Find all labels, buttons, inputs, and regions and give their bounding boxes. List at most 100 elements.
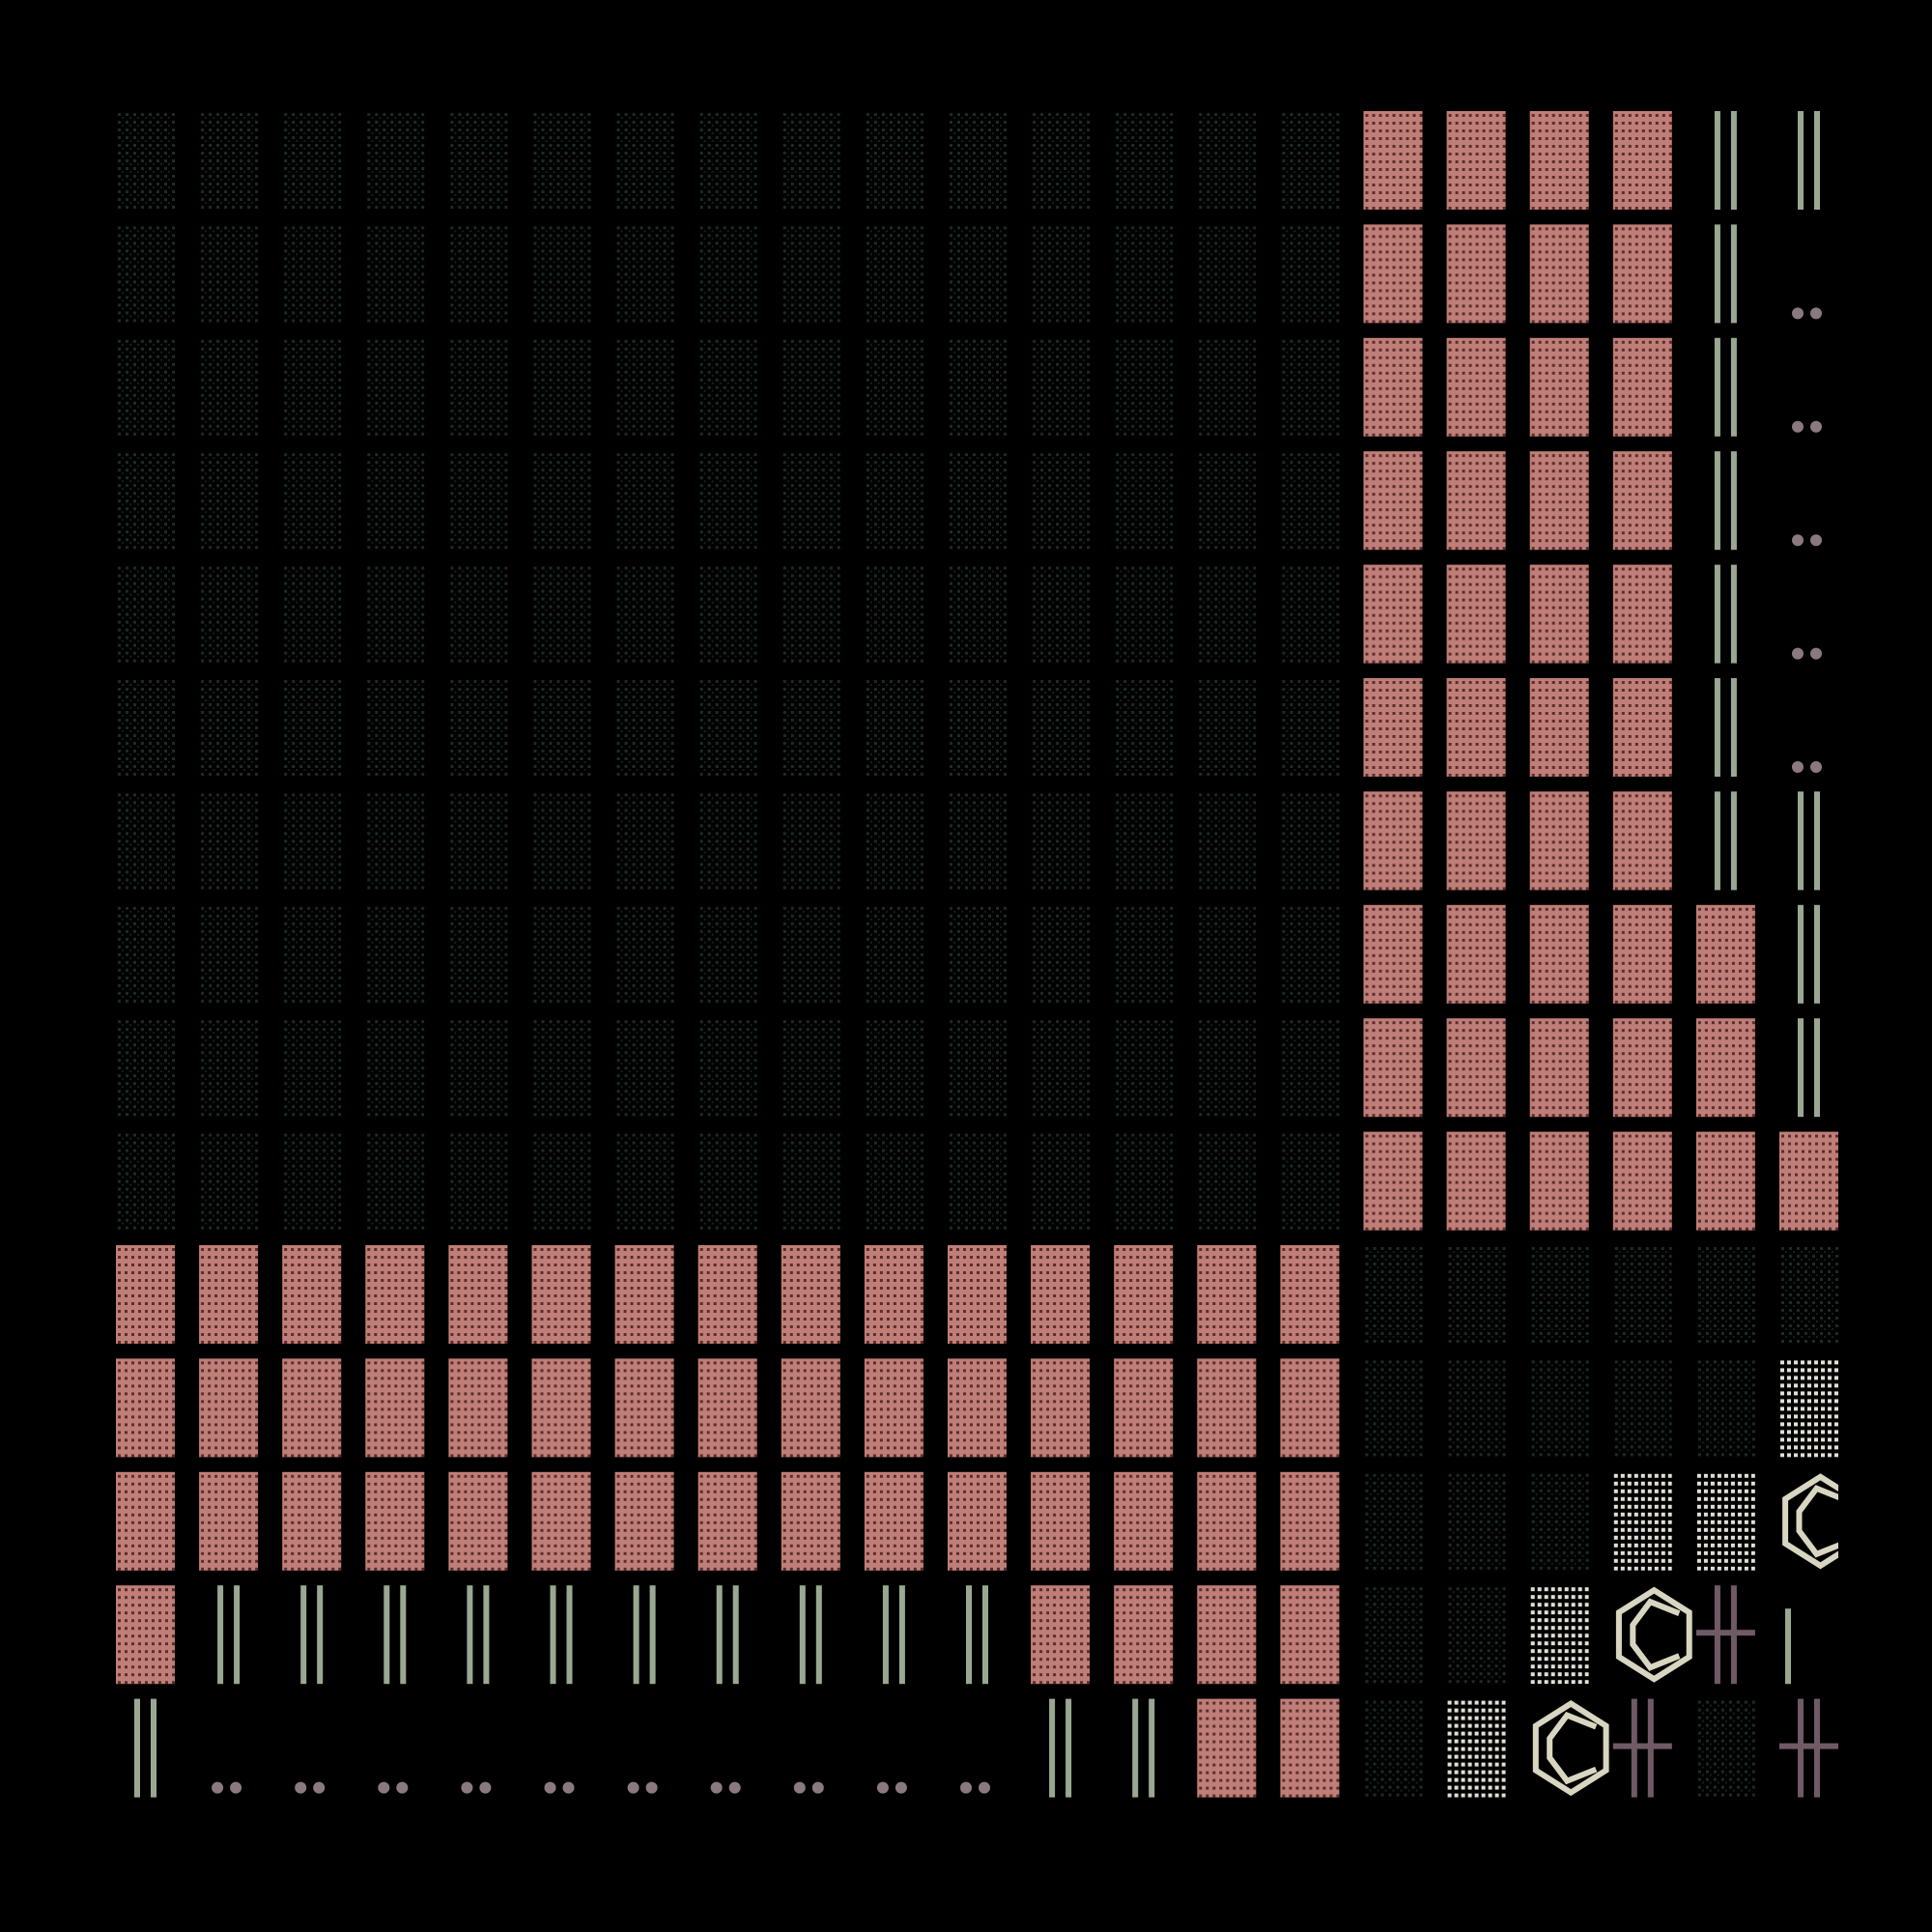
wall: [948, 1245, 1007, 1344]
wall: [1612, 678, 1672, 777]
dark-floor: [282, 791, 342, 891]
tile-fill: [1114, 1585, 1174, 1685]
dark-floor: [282, 904, 342, 1004]
tile-fill: [1197, 224, 1257, 324]
tile-fill: [1446, 1698, 1506, 1798]
post: [1785, 1608, 1791, 1685]
dark-floor: [448, 1018, 508, 1118]
dark-floor: [864, 1131, 923, 1231]
dark-floor: [1197, 451, 1257, 551]
tile-fill: [531, 1131, 591, 1231]
dark-floor: [365, 904, 425, 1004]
wall: [116, 1585, 175, 1685]
wall: [1529, 451, 1589, 551]
dark-floor: [531, 564, 591, 664]
door: [716, 1585, 739, 1685]
dark-floor: [1695, 1245, 1755, 1344]
tile-fill: [448, 224, 508, 324]
wall: [1197, 1585, 1257, 1685]
dark-floor: [781, 904, 840, 1004]
wall: [864, 1245, 923, 1344]
tile-fill: [1114, 1471, 1174, 1571]
dark-floor: [1197, 678, 1257, 777]
tile-fill: [365, 904, 425, 1004]
tile-fill: [365, 1131, 425, 1231]
wall: [614, 1471, 674, 1571]
tile-fill: [531, 1471, 591, 1571]
dark-floor: [697, 904, 757, 1004]
dot: [728, 1781, 741, 1794]
tile-fill: [1612, 678, 1672, 777]
tile-fill: [1363, 678, 1423, 777]
tile-fill: [781, 1471, 840, 1571]
line: [1730, 224, 1737, 324]
floor-dots: [1792, 534, 1822, 547]
floor-dots: [960, 1781, 990, 1794]
dark-floor: [1031, 791, 1091, 891]
dark-floor: [697, 337, 757, 437]
tile-fill: [199, 1131, 259, 1231]
dark-floor: [448, 904, 508, 1004]
tile-fill: [1280, 1131, 1340, 1231]
tile-fill: [365, 1358, 425, 1458]
tile-fill: [948, 904, 1007, 1004]
line: [317, 1585, 324, 1685]
dark-floor: [116, 1131, 175, 1231]
tile-fill: [781, 337, 840, 437]
dark-floor: [448, 678, 508, 777]
wall: [1363, 337, 1423, 437]
dark-floor: [1363, 1698, 1423, 1798]
tile-fill: [531, 1358, 591, 1458]
hexagon-inner: [1796, 1485, 1838, 1558]
dark-floor: [864, 337, 923, 437]
tile-fill: [614, 111, 674, 210]
dark-floor: [948, 337, 1007, 437]
dark-floor: [614, 1018, 674, 1118]
dot: [295, 1781, 307, 1794]
dark-floor: [614, 337, 674, 437]
tile-fill: [1446, 337, 1506, 437]
dark-floor: [199, 1131, 259, 1231]
tile-fill: [697, 451, 757, 551]
wall: [614, 1358, 674, 1458]
tile-fill: [864, 1245, 923, 1344]
wall: [1446, 791, 1506, 891]
dot: [1792, 420, 1804, 433]
tile-fill: [1114, 564, 1174, 664]
floor-dots: [876, 1781, 907, 1794]
dark-floor: [781, 678, 840, 777]
dark-floor: [531, 337, 591, 437]
door: [1714, 564, 1737, 664]
dark-floor: [781, 564, 840, 664]
tile-fill: [781, 791, 840, 891]
tile-fill: [864, 1131, 923, 1231]
dark-floor: [1280, 564, 1340, 664]
dark-floor: [864, 1018, 923, 1118]
line: [1814, 791, 1820, 891]
wall: [1612, 791, 1672, 891]
tile-fill: [282, 791, 342, 891]
tile-fill: [1031, 1471, 1091, 1571]
tile-fill: [365, 451, 425, 551]
dark-floor: [1031, 337, 1091, 437]
tile-fill: [116, 1245, 175, 1344]
tile-fill: [282, 1471, 342, 1571]
dark-floor: [1114, 111, 1174, 210]
floor-dots: [544, 1781, 575, 1794]
door: [633, 1585, 656, 1685]
wall: [1114, 1471, 1174, 1571]
line: [1730, 111, 1737, 210]
tile-fill: [1114, 451, 1174, 551]
tile-fill: [781, 1245, 840, 1344]
tile-fill: [864, 451, 923, 551]
tile-fill: [1031, 337, 1091, 437]
tile-fill: [531, 451, 591, 551]
tile-fill: [697, 337, 757, 437]
dark-floor: [1114, 791, 1174, 891]
tile-fill: [365, 1471, 425, 1571]
wall: [1446, 564, 1506, 664]
tile-fill: [1197, 111, 1257, 210]
dot: [895, 1781, 907, 1794]
dark-floor: [948, 791, 1007, 891]
